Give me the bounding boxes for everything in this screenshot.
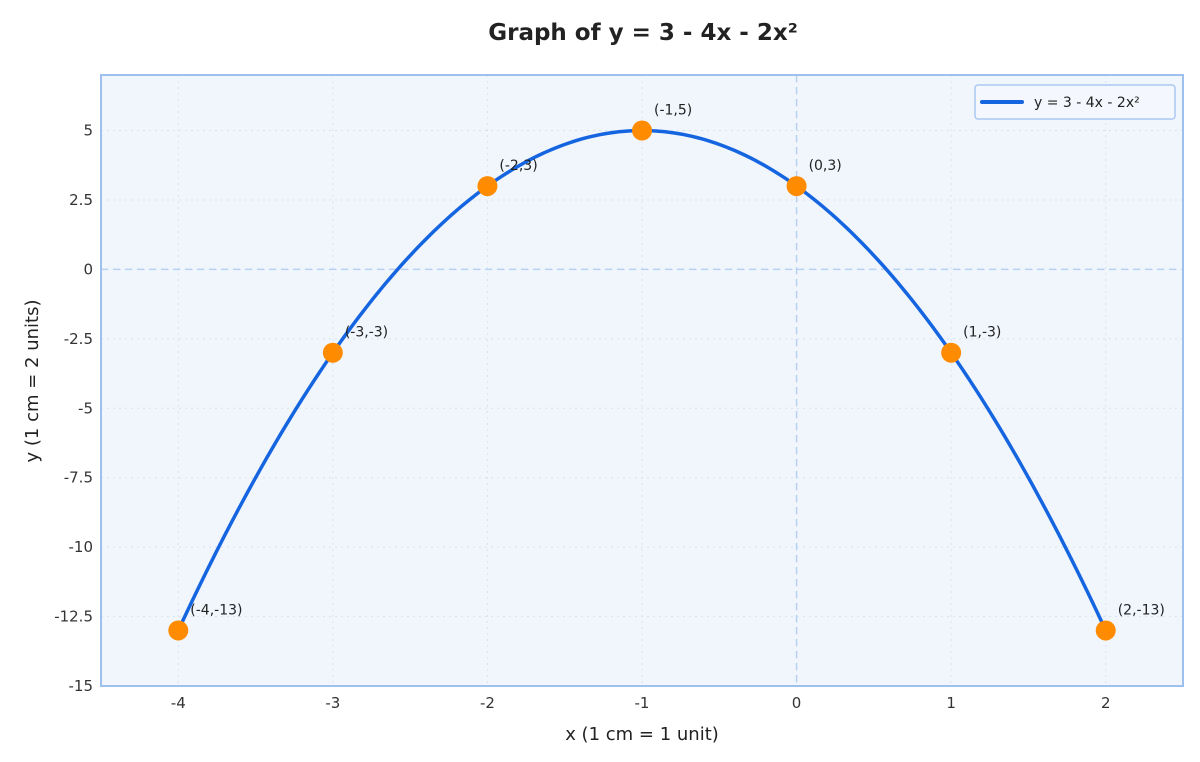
x-tick-label: -4 — [171, 694, 186, 712]
x-tick-label: 0 — [792, 694, 802, 712]
y-axis-ticks: 5 2.5 0 -2.5 -5 -7.5 -10 -12.5 -15 — [54, 122, 93, 695]
y-tick-label: -2.5 — [64, 330, 93, 348]
y-tick-label: 5 — [83, 122, 93, 140]
data-point — [168, 620, 189, 641]
y-tick-label: -12.5 — [54, 608, 93, 626]
plot-frame — [100, 74, 1184, 687]
y-tick-label: -5 — [78, 399, 93, 417]
chart-title: Graph of y = 3 - 4x - 2x² — [488, 20, 798, 46]
y-axis-label: y (1 cm = 2 units) — [22, 300, 43, 463]
x-tick-label: -2 — [480, 694, 495, 712]
point-label: (2,-13) — [1118, 602, 1165, 618]
legend-entry-label: y = 3 - 4x - 2x² — [1034, 95, 1140, 111]
y-tick-label: -10 — [69, 538, 94, 556]
data-point — [941, 342, 962, 363]
data-points — [168, 120, 1116, 641]
x-tick-label: -1 — [635, 694, 650, 712]
data-point — [632, 120, 652, 141]
point-label: (0,3) — [809, 158, 842, 174]
x-tick-label: 1 — [946, 694, 956, 712]
point-label: (-2,3) — [499, 158, 537, 174]
x-axis-ticks: -4 -3 -2 -1 0 1 2 — [171, 694, 1111, 712]
legend-box — [974, 84, 1176, 120]
y-tick-label: 0 — [83, 260, 93, 278]
y-tick-label: 2.5 — [69, 191, 93, 209]
point-label: (-3,-3) — [345, 325, 388, 341]
data-point — [1095, 620, 1116, 641]
plot-area — [101, 75, 1183, 686]
point-label: (1,-3) — [963, 325, 1001, 341]
data-point — [322, 342, 343, 363]
legend: y = 3 - 4x - 2x² — [974, 84, 1176, 120]
x-tick-label: 2 — [1101, 694, 1111, 712]
y-tick-label: -15 — [69, 677, 94, 695]
x-axis-label: x (1 cm = 1 unit) — [565, 724, 719, 745]
point-label: (-1,5) — [654, 103, 692, 119]
data-point — [477, 176, 498, 197]
point-label: (-4,-13) — [190, 602, 242, 618]
data-point — [786, 176, 807, 197]
point-annotations: (-4,-13) (-3,-3) (-2,3) (-1,5) (0,3) (1,-3) (2… — [190, 103, 1165, 619]
y-tick-label: -7.5 — [64, 469, 93, 487]
x-tick-label: -3 — [325, 694, 340, 712]
